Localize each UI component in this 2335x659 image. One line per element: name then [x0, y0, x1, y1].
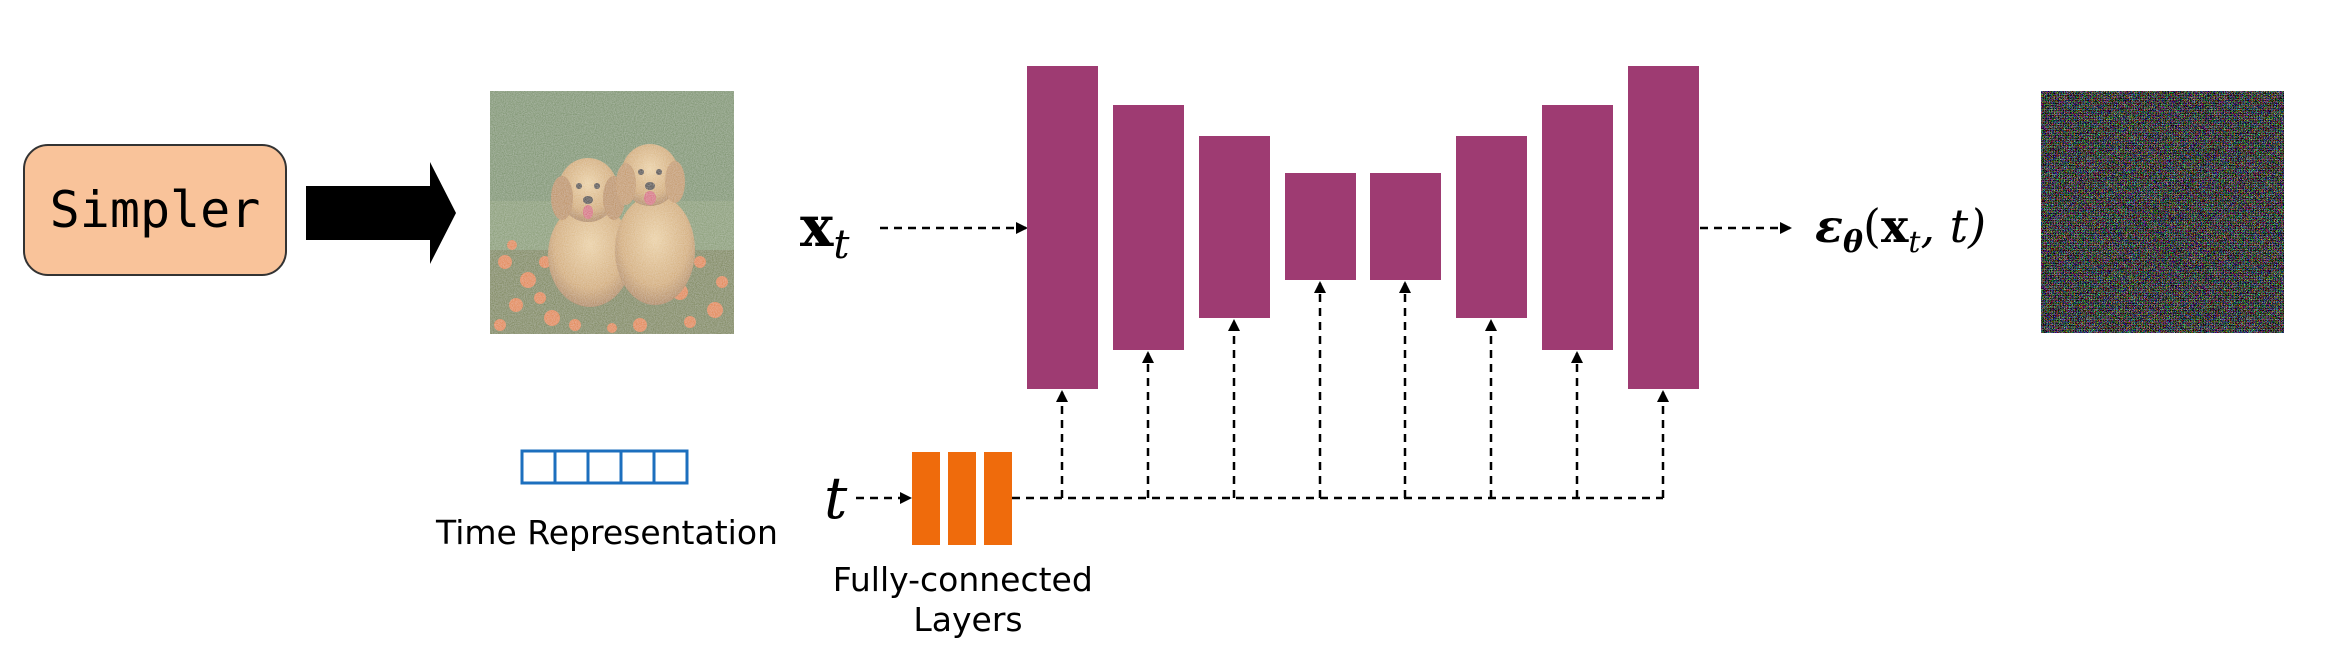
time-representation: Time Representation — [435, 449, 778, 552]
noise-image — [2041, 91, 2284, 333]
simpler-box: Simpler — [23, 144, 287, 276]
unet-block-8 — [1628, 66, 1699, 389]
unet-block-1 — [1027, 66, 1098, 389]
time-representation-label: Time Representation — [435, 513, 778, 552]
simpler-label: Simpler — [50, 181, 261, 239]
unet-block-3 — [1199, 136, 1270, 318]
input-xt-label: xt — [800, 194, 850, 268]
fc-layers — [912, 452, 1012, 545]
unet-block-6 — [1456, 136, 1527, 318]
noisy-dog-image — [490, 91, 734, 334]
unet-block-4 — [1285, 173, 1356, 280]
unet-block-7 — [1542, 105, 1613, 350]
time-representation-cells — [520, 449, 689, 485]
output-label: εθ(xt, t) — [1815, 199, 1986, 260]
unet-block-2 — [1113, 105, 1184, 350]
unet — [1027, 66, 1699, 389]
fc-layers-label: Fully-connected Layers — [833, 560, 1104, 639]
time-embedding-connections — [1012, 281, 1669, 500]
big-arrow-icon — [306, 162, 456, 264]
time-t-label: t — [824, 464, 848, 532]
unet-block-5 — [1370, 173, 1441, 280]
